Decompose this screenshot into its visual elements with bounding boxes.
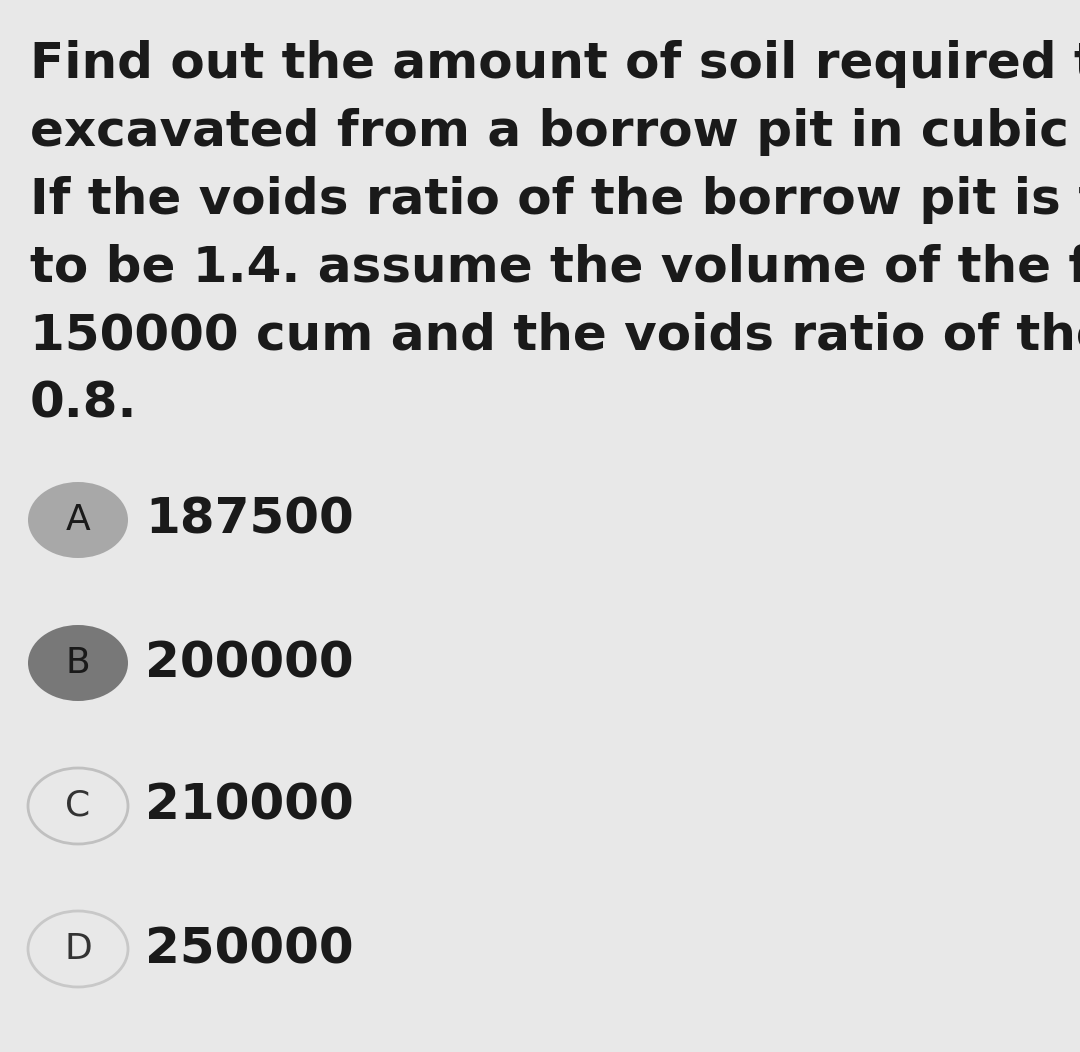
- Ellipse shape: [28, 911, 129, 987]
- Ellipse shape: [28, 482, 129, 558]
- Text: 210000: 210000: [145, 782, 354, 830]
- Text: D: D: [64, 932, 92, 966]
- Ellipse shape: [28, 768, 129, 844]
- Text: 0.8.: 0.8.: [30, 380, 137, 428]
- Text: 200000: 200000: [145, 639, 353, 687]
- Text: Find out the amount of soil required to be: Find out the amount of soil required to …: [30, 40, 1080, 88]
- Text: 250000: 250000: [145, 925, 353, 973]
- Text: 150000 cum and the voids ratio of the fill is: 150000 cum and the voids ratio of the fi…: [30, 312, 1080, 360]
- Text: excavated from a borrow pit in cubic meter.: excavated from a borrow pit in cubic met…: [30, 108, 1080, 156]
- Text: If the voids ratio of the borrow pit is found: If the voids ratio of the borrow pit is …: [30, 176, 1080, 224]
- Ellipse shape: [28, 625, 129, 701]
- Text: A: A: [66, 503, 91, 537]
- Text: to be 1.4. assume the volume of the fill is: to be 1.4. assume the volume of the fill…: [30, 244, 1080, 292]
- Text: 187500: 187500: [145, 495, 354, 544]
- Text: C: C: [66, 789, 91, 823]
- Text: B: B: [66, 646, 91, 680]
